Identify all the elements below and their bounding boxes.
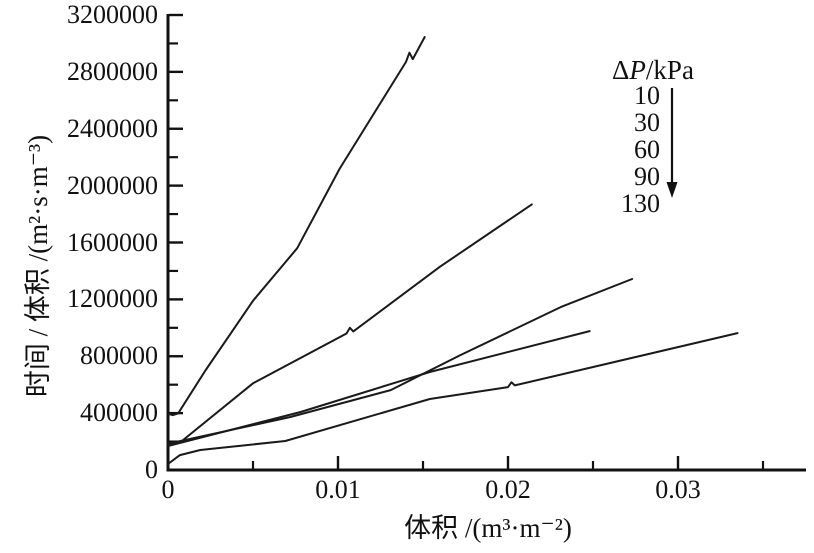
y-tick-label-1200000: 1200000	[67, 284, 158, 314]
y-tick-label-0: 0	[145, 455, 158, 484]
legend-item-10: 10	[634, 81, 660, 110]
y-tick-label-800000: 800000	[80, 341, 158, 371]
legend-title-symbol: P	[629, 55, 646, 85]
series-line-10kPa	[167, 36, 426, 417]
x-tick-label-0: 0	[161, 475, 175, 504]
legend-item-30: 30	[634, 108, 660, 137]
series-line-30kPa	[167, 203, 533, 446]
y-tick-label-2000000: 2000000	[67, 170, 158, 200]
y-tick-label-2800000: 2800000	[67, 56, 158, 86]
series-line-90kPa	[167, 330, 591, 447]
series-line-130kPa	[167, 332, 739, 465]
y-tick-label-2400000: 2400000	[67, 113, 158, 143]
legend-item-60: 60	[634, 135, 660, 164]
y-tick-label-1600000: 1600000	[67, 227, 158, 257]
legend-items: 10 30 60 90 130	[560, 82, 660, 217]
x-tick-label-0.02: 0.02	[485, 475, 531, 504]
y-tick-label-3200000: 3200000	[67, 0, 158, 29]
y-tick-label-400000: 400000	[80, 398, 158, 428]
series-line-60kPa	[167, 278, 634, 445]
x-tick-label-0.01: 0.01	[315, 475, 361, 504]
legend-title-unit: /kPa	[645, 55, 694, 85]
legend-title-delta: Δ	[612, 55, 630, 85]
legend-item-90: 90	[634, 162, 660, 191]
legend-item-130: 130	[621, 189, 660, 218]
x-axis-title: 体积 /(m³·m⁻²)	[404, 513, 572, 543]
x-tick-label-0.03: 0.03	[655, 475, 701, 504]
legend-arrow-head-icon	[666, 182, 678, 198]
legend-title: ΔP/kPa	[583, 55, 723, 85]
